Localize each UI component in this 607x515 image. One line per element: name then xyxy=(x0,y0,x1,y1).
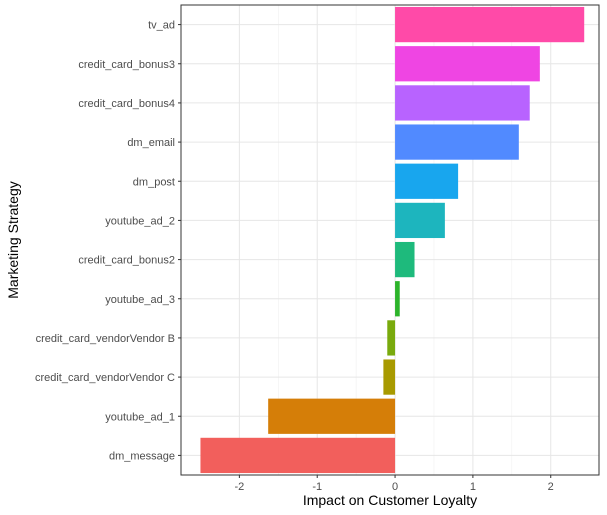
panel-background xyxy=(181,5,599,475)
bar-credit_card_vendorvendor-b xyxy=(387,320,396,356)
y-tick-label: credit_card_bonus4 xyxy=(78,98,175,110)
panel-border xyxy=(180,4,600,476)
bar-youtube_ad_3 xyxy=(395,281,400,317)
bar-youtube_ad_1 xyxy=(268,398,396,434)
y-tick-label: tv_ad xyxy=(148,20,175,32)
bar-credit_card_bonus2 xyxy=(395,241,415,278)
y-tick-label: dm_email xyxy=(127,137,175,149)
bar-credit_card_bonus3 xyxy=(395,46,540,82)
bar-credit_card_vendorvendor-c xyxy=(383,359,396,395)
bar-youtube_ad_2 xyxy=(395,202,445,239)
bar-credit_card_bonus4 xyxy=(395,85,530,121)
x-axis-ticks: -2 -1 0 1 2 xyxy=(234,475,554,493)
x-tick-label: -1 xyxy=(312,481,322,493)
bar-dm_message xyxy=(200,437,396,474)
x-tick-label: 1 xyxy=(470,481,476,493)
y-tick-label: youtube_ad_1 xyxy=(105,411,175,423)
y-axis-title: Marketing Strategy xyxy=(5,181,21,299)
x-tick-label: 0 xyxy=(392,481,398,493)
bar-dm_post xyxy=(395,163,459,199)
y-tick-label: credit_card_bonus3 xyxy=(78,59,175,71)
bars xyxy=(200,6,585,474)
bar-tv_ad xyxy=(395,6,585,43)
x-axis-title: Impact on Customer Loyalty xyxy=(303,492,477,508)
y-axis-ticks: tv_ad credit_card_bonus3 credit_card_bonus… xyxy=(35,20,181,462)
bar-dm_email xyxy=(395,124,519,160)
y-tick-label: youtube_ad_3 xyxy=(105,294,175,306)
x-tick-label: -2 xyxy=(234,481,244,493)
y-tick-label: dm_message xyxy=(109,450,175,462)
y-tick-label: credit_card_vendorVendor B xyxy=(36,333,175,345)
y-tick-label: youtube_ad_2 xyxy=(105,215,175,227)
y-tick-label: dm_post xyxy=(133,176,175,188)
x-tick-label: 2 xyxy=(548,481,554,493)
y-tick-label: credit_card_bonus2 xyxy=(78,255,175,267)
y-tick-label: credit_card_vendorVendor C xyxy=(35,372,175,384)
